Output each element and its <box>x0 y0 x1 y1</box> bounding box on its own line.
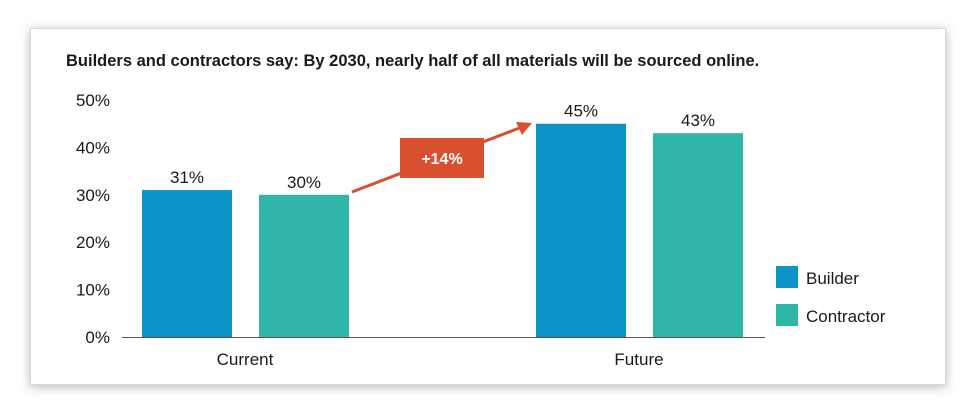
legend-swatch-contractor <box>776 304 798 326</box>
y-tick-label: 30% <box>76 186 110 205</box>
legend-label-contractor: Contractor <box>806 307 886 326</box>
legend-swatch-builder <box>776 266 798 288</box>
change-callout <box>400 138 484 178</box>
bar-builder-current <box>142 190 232 337</box>
x-tick-label: Current <box>217 350 274 369</box>
legend-label-builder: Builder <box>806 269 859 288</box>
y-tick-label: 50% <box>76 91 110 110</box>
bar-builder-future <box>536 123 626 337</box>
data-label: 43% <box>681 111 715 130</box>
bar-contractor-current <box>259 194 349 337</box>
data-label: 45% <box>564 102 598 121</box>
y-tick-label: 10% <box>76 281 110 300</box>
y-tick-label: 20% <box>76 233 110 252</box>
x-axis: Current Future <box>217 350 664 369</box>
data-label: 31% <box>170 168 204 187</box>
chart-title: Builders and contractors say: By 2030, n… <box>66 52 759 70</box>
y-axis: 0% 10% 20% 30% 40% 50% <box>76 91 110 347</box>
data-labels: 31% 45% 30% 43% <box>170 102 715 192</box>
y-tick-label: 40% <box>76 138 110 157</box>
bars <box>142 123 743 337</box>
change-callout-text: +14% <box>421 151 462 168</box>
change-arrow: +14% <box>351 122 532 194</box>
arrow-head <box>516 122 532 135</box>
data-label: 30% <box>287 173 321 192</box>
x-tick-label: Future <box>614 350 663 369</box>
bar-contractor-future <box>653 133 743 337</box>
y-tick-label: 0% <box>85 328 110 347</box>
legend: Builder Contractor <box>776 266 886 326</box>
